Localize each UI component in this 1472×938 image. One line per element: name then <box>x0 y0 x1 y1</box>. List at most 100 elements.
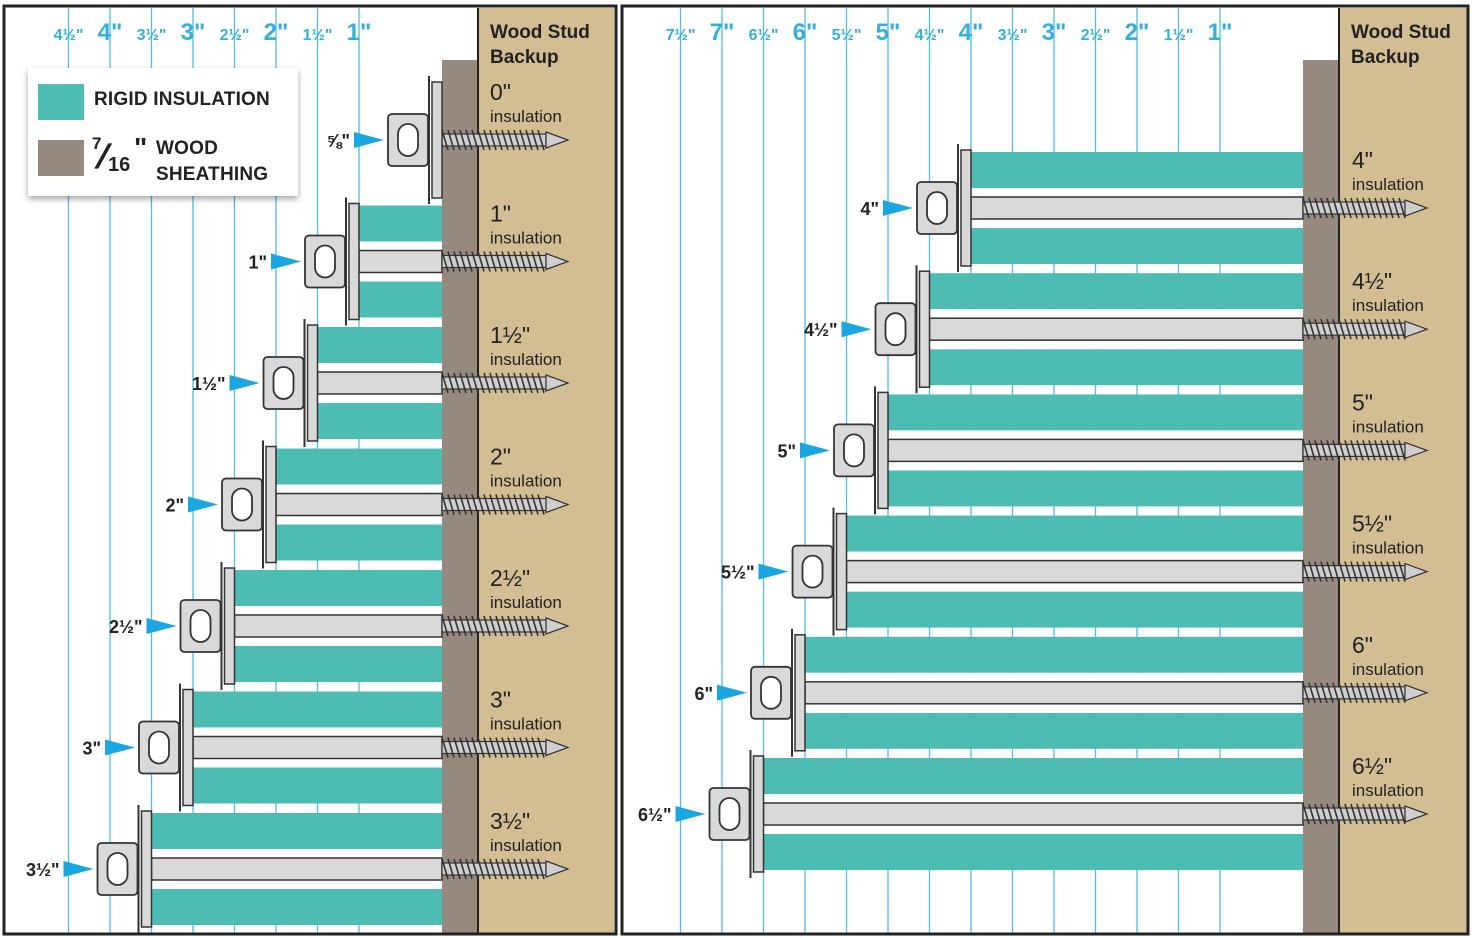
scale-label: 2" <box>1125 19 1150 46</box>
screw-tip <box>1404 562 1429 581</box>
scale-label: 6" <box>793 19 818 46</box>
washer-plate <box>140 810 153 928</box>
scale-label: 4" <box>959 19 984 46</box>
insulation-upper <box>763 758 1303 794</box>
scale-label: 3½" <box>998 27 1028 44</box>
pointer-label: 1½" <box>192 374 226 394</box>
fraction-numerator: 7 <box>92 134 102 153</box>
pointer-label: 3" <box>82 739 101 759</box>
fastener-shank <box>845 559 1304 584</box>
screw-tip <box>1404 441 1429 460</box>
thickness-label: 4" <box>1352 147 1373 173</box>
fastener-shank <box>762 802 1304 826</box>
pointer-label: 5½" <box>721 563 755 583</box>
screw-tip <box>545 617 570 635</box>
eye-hole <box>884 312 907 347</box>
eye-hole <box>231 487 253 522</box>
washer-plate <box>960 149 972 267</box>
insulation-word: insulation <box>490 350 562 369</box>
screw-threads <box>1302 197 1406 219</box>
insulation-upper <box>234 570 442 606</box>
stud-label-line1: Wood Stud <box>490 22 590 43</box>
pointer-arrow <box>105 739 135 756</box>
insulation-word: insulation <box>490 715 562 734</box>
screw-tip <box>1404 683 1429 702</box>
eye-hole <box>189 609 212 643</box>
insulation-word: insulation <box>490 836 562 855</box>
fastener-shank <box>970 196 1304 220</box>
wood-sheathing-label-line2: SHEATHING <box>156 164 269 185</box>
fastener-shank <box>192 735 443 760</box>
fastener-shank <box>150 857 443 881</box>
thickness-label: 3" <box>490 687 511 713</box>
fraction-denominator: 16 <box>108 154 131 176</box>
fastener-assembly: 4" 4" insulation <box>860 144 1429 272</box>
pointer-arrow <box>354 132 384 148</box>
scale-label: 4½" <box>915 27 945 44</box>
insulation-lower <box>234 646 442 682</box>
screw-threads <box>441 251 545 272</box>
insulation-lower <box>805 712 1303 749</box>
insulation-word: insulation <box>490 107 562 126</box>
scale-label: 5½" <box>832 27 862 44</box>
screw-tip <box>545 374 570 392</box>
scale-label: 4½" <box>54 27 84 44</box>
fastener-assembly: 2½" 2½" insulation <box>109 562 570 690</box>
fastener-shank <box>887 438 1304 463</box>
fastener-shank <box>928 317 1304 341</box>
screw-threads <box>1302 561 1406 582</box>
screw-threads <box>1302 318 1406 340</box>
thickness-label: 0" <box>490 79 511 105</box>
pointer-arrow <box>229 375 260 391</box>
pointer-label: 4" <box>860 199 879 219</box>
screw-threads <box>441 494 545 515</box>
thickness-label: 2" <box>490 444 511 470</box>
screw-tip <box>545 860 570 878</box>
scale-label: 1" <box>1208 19 1233 46</box>
thickness-label: 1½" <box>490 322 530 348</box>
washer-plate <box>348 202 360 321</box>
pointer-label: 2" <box>165 496 184 516</box>
pointer-label: 6" <box>694 684 713 704</box>
insulation-upper <box>888 394 1303 431</box>
insulation-word: insulation <box>1352 296 1424 315</box>
insulation-upper <box>193 691 442 728</box>
screw-tip <box>1404 320 1429 339</box>
left-panel-border <box>2 4 618 936</box>
rigid-insulation-label: RIGID INSULATION <box>94 89 270 110</box>
wood-sheathing-swatch <box>38 140 84 176</box>
thickness-label: 5½" <box>1352 511 1392 537</box>
washer-plate <box>877 391 889 510</box>
fastener-assembly: 3½" 3½" insulation <box>26 805 570 933</box>
eye-hole <box>801 554 824 589</box>
thickness-label: 2½" <box>490 565 530 591</box>
fastener-assembly: 6½" 6½" insulation <box>638 750 1429 878</box>
screw-threads <box>441 858 545 880</box>
screw-tip <box>545 738 570 757</box>
eye-hole <box>760 675 782 710</box>
fastener-assembly: ⅝" 0" insulation <box>326 76 570 204</box>
screw-tip <box>545 131 570 149</box>
pointer-arrow <box>63 861 94 877</box>
fastener-shank <box>804 681 1304 705</box>
scale-label: 6½" <box>749 27 779 44</box>
screw-tip <box>1404 805 1429 823</box>
screw-tip <box>545 495 570 514</box>
eye-hole <box>106 852 129 886</box>
eye-hole <box>843 433 865 468</box>
insulation-lower <box>317 403 442 439</box>
insulation-lower <box>193 767 442 804</box>
scale-label: 2½" <box>1081 27 1111 44</box>
washer-plate <box>752 755 765 873</box>
wood-sheathing-label: WOOD SHEATHING <box>156 136 268 188</box>
pointer-arrow <box>188 496 218 513</box>
screw-threads <box>441 737 545 758</box>
stud-label-line2: Backup <box>490 47 559 68</box>
fastener-assembly: 3" 3" insulation <box>82 683 570 812</box>
pointer-label: ⅝" <box>326 131 350 151</box>
fraction-inch-mark: " <box>134 132 148 163</box>
fastener-assembly: 1" 1" insulation <box>248 197 570 326</box>
insulation-lower <box>929 349 1303 386</box>
screw-threads <box>441 129 545 151</box>
sheathing-layer <box>1303 60 1339 934</box>
